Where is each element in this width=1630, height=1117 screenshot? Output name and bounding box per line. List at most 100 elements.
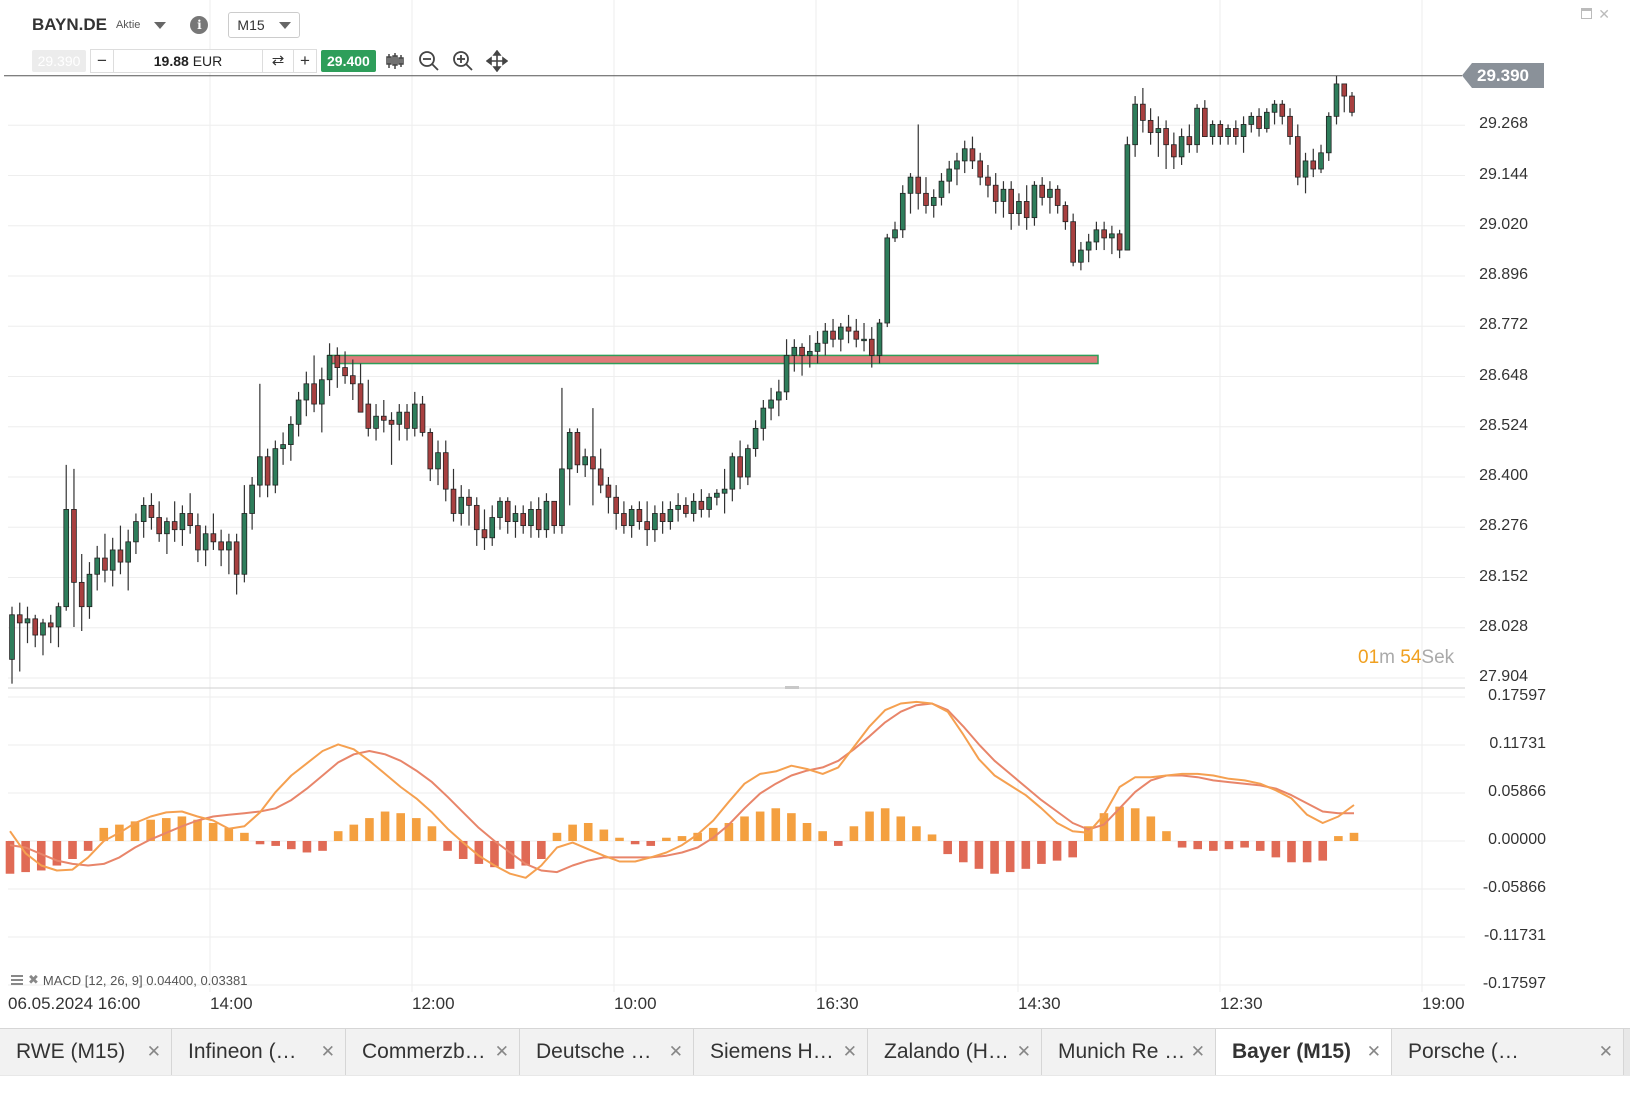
symbol-name[interactable]: BAYN.DE (32, 15, 107, 34)
zoom-out-glyph (418, 51, 439, 71)
candle-body (899, 192, 906, 231)
macd-histogram-bar (458, 841, 468, 860)
close-tab-icon[interactable]: ✕ (1366, 1042, 1381, 1061)
candle-body (690, 500, 697, 514)
indicator-settings-icon[interactable] (10, 974, 24, 986)
sell-price-button[interactable]: 29.390 (32, 50, 86, 72)
timeframe-dropdown-icon (278, 21, 291, 29)
close-tab-icon[interactable]: ✕ (842, 1042, 857, 1061)
chart-tab[interactable]: Deutsche … ✕ (520, 1029, 694, 1075)
candle-body (1109, 233, 1115, 239)
support-resistance-zone[interactable] (327, 354, 1099, 365)
macd-histogram-bar (1130, 808, 1140, 841)
chart-tab[interactable]: Munich Re … ✕ (1042, 1029, 1216, 1075)
close-tab-icon[interactable]: ✕ (146, 1042, 161, 1061)
chart-tab[interactable]: Zalando (H… ✕ (868, 1029, 1042, 1075)
buy-price-button[interactable]: 29.400 (321, 50, 376, 72)
price-axis-label: 29.268 (1479, 115, 1528, 133)
macd-histogram-bar (708, 827, 718, 841)
decrease-quantity-button[interactable]: − (97, 51, 107, 70)
current-price-tag: 29.390 (1462, 63, 1544, 88)
macd-histogram-bar (1115, 806, 1124, 841)
chart-tab[interactable]: Bayer (M15) ✕ (1216, 1029, 1392, 1075)
increase-quantity-button[interactable]: + (300, 51, 310, 70)
close-tab-icon[interactable]: ✕ (1598, 1042, 1613, 1061)
macd-histogram-bar (177, 816, 187, 841)
chart-tab[interactable]: Porsche (… ✕ (1392, 1029, 1624, 1075)
quantity-field[interactable]: 19.88 EUR (113, 50, 263, 72)
candle-body (528, 509, 534, 527)
candle-body (1194, 107, 1200, 146)
candle-body (1031, 184, 1038, 219)
symbol-dropdown-icon[interactable] (154, 21, 167, 29)
candle-body (977, 160, 984, 178)
macd-histogram-bar (1240, 841, 1249, 848)
candle-body (350, 375, 356, 385)
candle-body (94, 557, 101, 575)
candle-body (543, 500, 550, 531)
candle-body (481, 529, 488, 539)
chart-tab[interactable]: Infineon (… ✕ (172, 1029, 346, 1075)
candle-body (1023, 201, 1030, 219)
macd-histogram-bar (802, 822, 812, 841)
macd-histogram-bar (787, 813, 796, 841)
candle-body (365, 403, 372, 429)
candle-body (861, 338, 867, 342)
swap-unit-icon[interactable]: ⇄ (263, 50, 294, 72)
zone-rectangle (327, 354, 1099, 365)
macd-histogram-bar (974, 841, 984, 869)
chart-tab-label: Zalando (H… (884, 1040, 1009, 1063)
time-axis-label: 06.05.2024 16:00 (8, 994, 141, 1013)
timeframe-select[interactable]: M15 (228, 12, 300, 38)
candle-body (566, 432, 573, 470)
candle-body (218, 541, 224, 551)
candle-body (1093, 229, 1100, 243)
candle-body (1085, 241, 1092, 251)
chart-tab[interactable]: Commerzb… ✕ (346, 1029, 520, 1075)
close-tab-icon[interactable]: ✕ (668, 1042, 683, 1061)
chart-tab[interactable]: RWE (M15) ✕ (0, 1029, 172, 1075)
candle-body (1209, 124, 1216, 137)
macd-histogram-bar (1099, 813, 1109, 841)
symbol-header: BAYN.DE Aktie i M15 (32, 12, 300, 38)
panel-resize-handle (785, 686, 799, 689)
candle-body (807, 350, 813, 356)
macd-histogram-bar (865, 811, 874, 841)
candle-body (117, 549, 124, 563)
pan-move-icon[interactable] (482, 48, 512, 74)
candle-body (876, 322, 883, 356)
candle-body (1178, 136, 1185, 158)
candle-body (40, 622, 46, 636)
chart-tab[interactable]: Siemens H… ✕ (694, 1029, 868, 1075)
candle-body (845, 326, 852, 332)
close-tab-icon[interactable]: ✕ (320, 1042, 335, 1061)
macd-histogram-bar (365, 818, 374, 841)
candle-body (187, 513, 193, 527)
minimize-icon[interactable] (1581, 8, 1593, 19)
zoom-out-icon[interactable] (414, 48, 444, 74)
zoom-in-icon[interactable] (448, 48, 478, 74)
candle-body (1233, 128, 1239, 137)
chart-tab-label: RWE (M15) (16, 1040, 126, 1063)
candle-body (923, 192, 929, 206)
candle-body (473, 504, 480, 531)
quantity-stepper[interactable]: − 19.88 EUR ⇄ + (90, 49, 317, 73)
candle-body (605, 484, 612, 498)
price-axis-label: 28.028 (1479, 617, 1528, 635)
close-window-icon[interactable]: ✕ (1598, 6, 1610, 22)
info-icon[interactable]: i (190, 16, 209, 34)
candle-body (202, 533, 209, 551)
macd-histogram-bar (552, 832, 562, 841)
candle-body (1318, 152, 1324, 170)
price-axis-label: 28.524 (1479, 416, 1528, 434)
close-tab-icon[interactable]: ✕ (1190, 1042, 1205, 1061)
candle-body (1325, 115, 1332, 154)
close-tab-icon[interactable]: ✕ (494, 1042, 509, 1061)
close-tab-icon[interactable]: ✕ (1016, 1042, 1031, 1061)
candle-body (288, 423, 294, 445)
price-axis-label: 28.896 (1479, 266, 1528, 283)
candle-type-icon[interactable] (380, 48, 410, 74)
remove-indicator-icon[interactable]: ✖ (28, 972, 39, 987)
price-axis-label: 28.152 (1479, 567, 1528, 585)
